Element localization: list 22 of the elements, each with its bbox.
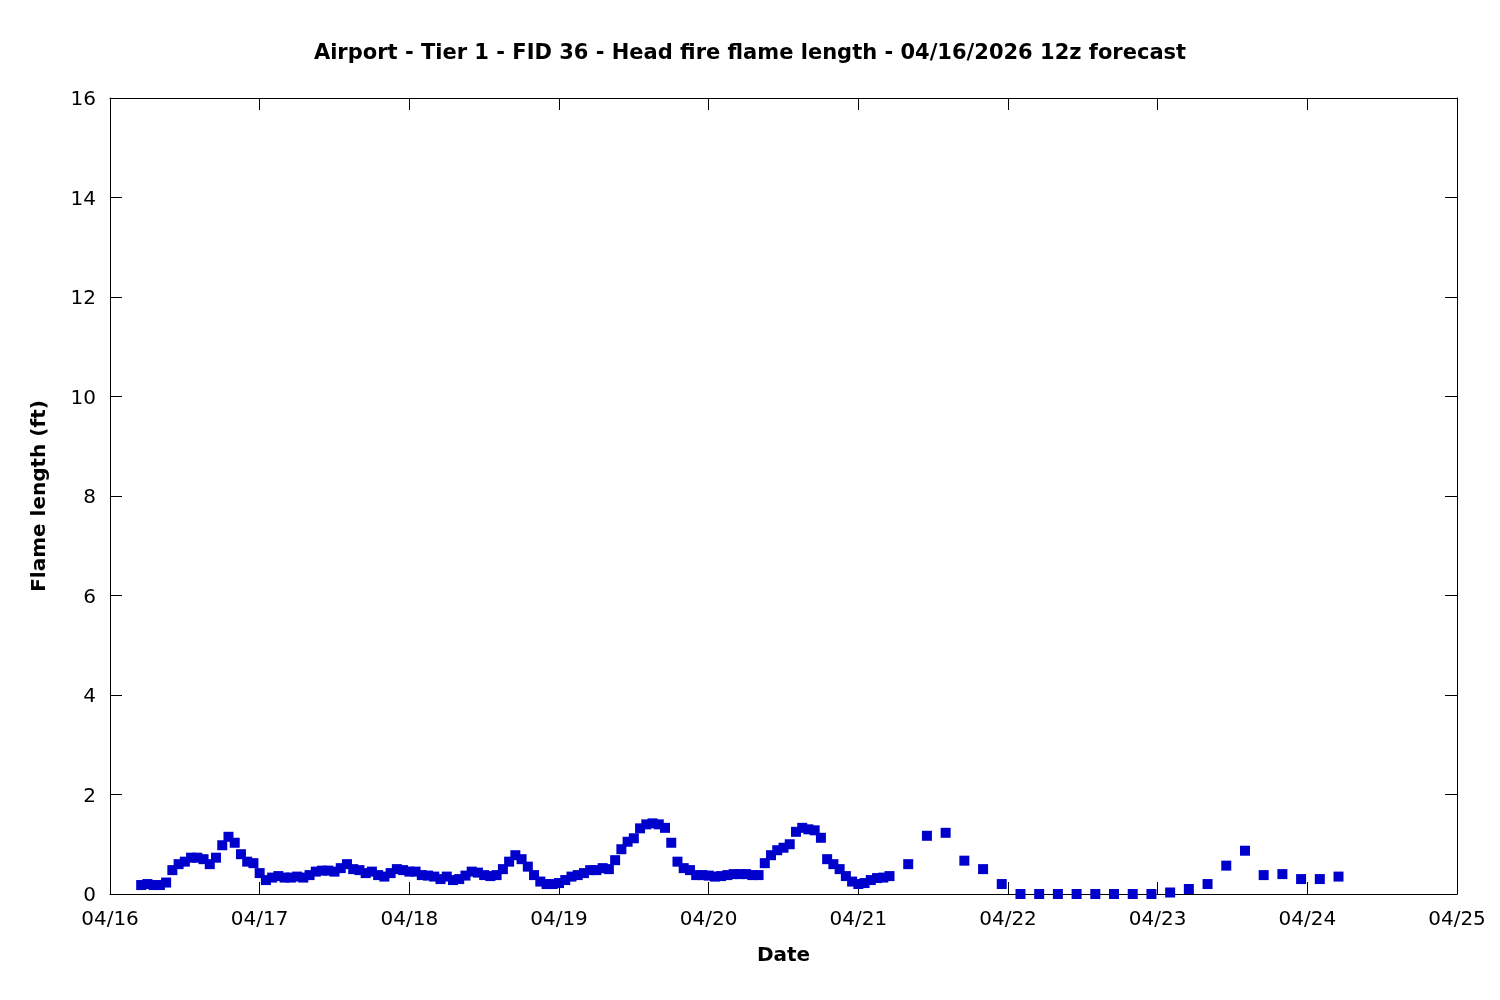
chart-title: Airport - Tier 1 - FID 36 - Head fire flame length - 04/16/2026 12z forecast (313, 39, 1187, 64)
y-tick-label: 12 (70, 285, 96, 309)
y-tick-label: 6 (83, 583, 96, 608)
x-tick-label: 04/17 (230, 906, 289, 930)
x-tick-label: 04/21 (829, 906, 888, 930)
x-tick-label: 04/18 (380, 906, 439, 930)
y-axis-title: Flame length (ft) (26, 400, 50, 592)
x-tick-label: 04/24 (1278, 906, 1337, 930)
x-tick-label: 04/25 (1428, 906, 1486, 930)
y-tick-label: 10 (70, 384, 96, 409)
y-tick-label: 0 (83, 882, 96, 906)
x-tick-label: 04/22 (979, 906, 1037, 930)
y-tick-label: 4 (83, 683, 96, 707)
y-tick-label: 2 (83, 782, 96, 807)
x-axis-title: Date (756, 942, 811, 966)
x-tick-label: 04/20 (679, 906, 738, 930)
x-tick-label: 04/23 (1128, 906, 1187, 930)
x-tick-label: 04/16 (81, 906, 139, 930)
x-tick-label: 04/19 (530, 906, 588, 930)
y-tick-label: 14 (70, 185, 96, 210)
y-tick-label: 16 (70, 86, 96, 110)
y-tick-label: 8 (83, 484, 96, 508)
